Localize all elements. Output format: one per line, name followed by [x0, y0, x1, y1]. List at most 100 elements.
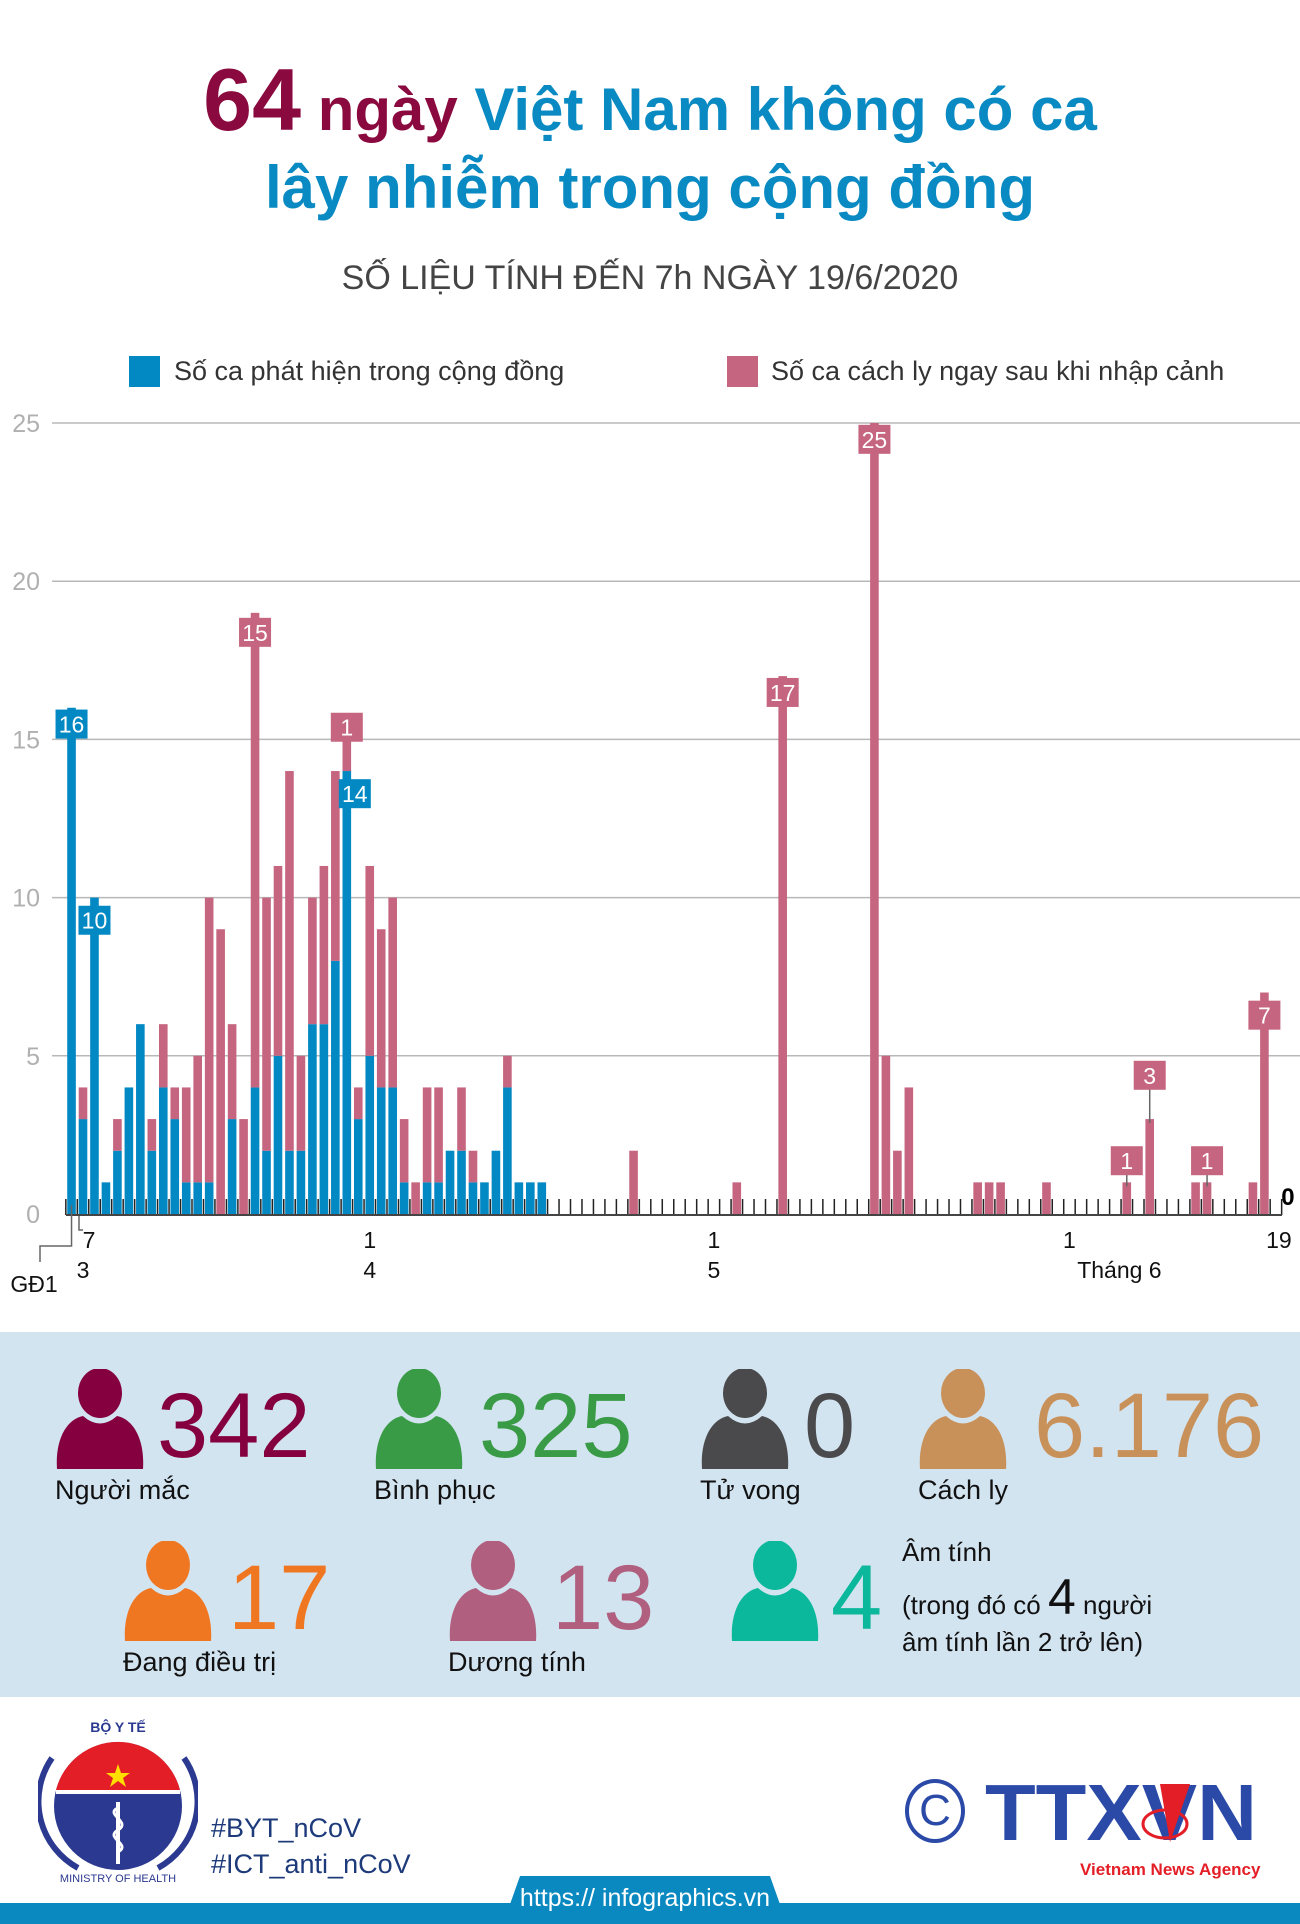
bar-community-15/4: [526, 1182, 535, 1214]
annotation-box: [1133, 1060, 1166, 1090]
annotation-box: [1110, 1146, 1143, 1176]
bar-quarantine-18/5: [904, 1087, 914, 1214]
stat-value-deaths: 0: [804, 1375, 856, 1477]
bar-quarantine-25/3: [285, 771, 294, 1151]
bar-quarantine-13/3: [147, 1119, 157, 1151]
negative-line2-post: người: [1083, 1590, 1153, 1620]
bar-community-31/3: [353, 1119, 363, 1214]
y-tick-label: 10: [12, 885, 40, 913]
stat-label-deaths: Tử vong: [700, 1475, 801, 1505]
title-day-count: 64: [203, 50, 302, 149]
person-icon-quarantined: [918, 1368, 1008, 1473]
annotation-label: 0: [1281, 1184, 1294, 1211]
ministry-of-health-logo: BỘ Y TẾ MINISTRY OF HEALTH: [38, 1718, 198, 1883]
bar-community-6/4: [422, 1182, 432, 1214]
svg-text:MINISTRY OF HEALTH: MINISTRY OF HEALTH: [60, 1873, 176, 1883]
bar-quarantine-3/5: [732, 1182, 742, 1214]
bar-community-27/3: [308, 1024, 317, 1214]
bar-community-9/4: [457, 1150, 466, 1214]
person-icon-deaths: [700, 1368, 790, 1473]
bar-community-9/3: [101, 1182, 111, 1214]
bar-quarantine-13/4: [503, 1055, 512, 1088]
bar-quarantine-6/4: [422, 1087, 432, 1183]
bar-community-11/4: [480, 1182, 489, 1214]
annotation-box: [330, 712, 363, 742]
negative-line2: (trong đó có 4 người: [902, 1570, 1152, 1624]
annotation-label: 3: [1143, 1063, 1156, 1089]
bar-community-2/4: [376, 1087, 386, 1214]
y-tick-label: 20: [12, 568, 40, 596]
bar-quarantine-10/4: [468, 1150, 478, 1183]
annotation-box: [858, 424, 891, 454]
bar-community-11/3: [124, 1087, 134, 1214]
bar-community-17/3: [193, 1182, 202, 1214]
bar-community-30/3: [342, 771, 352, 1214]
stat-value-negative: 4: [831, 1547, 883, 1649]
y-tick-label: 0: [26, 1201, 40, 1229]
bar-community-28/3: [319, 1024, 329, 1214]
annotation-label: 17: [770, 680, 796, 706]
stat-value-treating: 17: [228, 1547, 331, 1649]
bar-quarantine-9/4: [457, 1087, 466, 1151]
bar-community-12/4: [491, 1150, 501, 1214]
bar-quarantine-18/6: [1260, 992, 1269, 1214]
bar-quarantine-27/3: [308, 897, 317, 1025]
bar-quarantine-17/3: [193, 1055, 202, 1183]
x-tick-label-month: Tháng 6: [1077, 1257, 1161, 1283]
bar-quarantine-7/4: [434, 1087, 443, 1183]
stat-value-recovered: 325: [479, 1375, 633, 1477]
x-tick-label-day: 7: [83, 1227, 96, 1253]
bar-community-4/4: [399, 1182, 409, 1214]
bar-quarantine-24/4: [629, 1150, 638, 1214]
negative-line1: Âm tính: [902, 1537, 992, 1567]
stat-value-quarantined: 6.176: [1034, 1375, 1265, 1477]
bar-quarantine-6/6: [1122, 1182, 1132, 1214]
bar-quarantine-8/6: [1145, 1119, 1155, 1214]
title-rest: Việt Nam không có ca: [474, 76, 1097, 143]
bar-quarantine-24/3: [273, 865, 283, 1056]
bar-community-8/4: [445, 1150, 455, 1214]
page-title-line1: 64 ngày Việt Nam không có ca: [0, 52, 1300, 148]
bar-community-14/4: [514, 1182, 524, 1214]
bar-quarantine-3/4: [388, 897, 397, 1088]
bar-community-12/3: [136, 1024, 145, 1214]
x-tick-label-day: 1: [707, 1227, 720, 1253]
annotation-box: [55, 709, 88, 739]
website-link[interactable]: https:// infographics.vn: [519, 1884, 771, 1912]
bar-quarantine-16/5: [881, 1055, 891, 1214]
annotation-label: 15: [242, 620, 268, 646]
bar-community-18/3: [204, 1182, 214, 1214]
stat-label-treating: Đang điều trị: [123, 1647, 277, 1677]
bar-quarantine-25/5: [984, 1182, 994, 1214]
copyright-icon: C: [905, 1779, 965, 1843]
person-icon-negative: [730, 1540, 820, 1645]
bar-community-10/3: [113, 1150, 122, 1214]
bar-community-29/3: [331, 960, 340, 1214]
bar-community-16/3: [181, 1182, 191, 1214]
x7-bracket: [78, 1216, 83, 1231]
bar-community-22/3: [250, 1087, 260, 1214]
x-tick-label-day: GĐ1: [10, 1271, 57, 1297]
x-tick-label-month: 3: [77, 1257, 90, 1283]
legend-label-quarantine: Số ca cách ly ngay sau khi nhập cảnh: [771, 356, 1225, 386]
y-tick-label: 5: [26, 1043, 40, 1071]
bar-community-15/3: [170, 1119, 180, 1214]
annotation-label: 25: [862, 427, 888, 453]
annotation-label: 10: [82, 908, 108, 934]
bar-quarantine-31/3: [353, 1087, 363, 1120]
bar-quarantine-26/5: [996, 1182, 1005, 1214]
page-title-line2: lây nhiễm trong cộng đồng: [265, 154, 1035, 221]
bar-community-16/4: [537, 1182, 547, 1214]
stat-label-recovered: Bình phục: [374, 1475, 496, 1505]
annotation-box: [78, 905, 111, 935]
annotation-box: [338, 779, 371, 809]
bar-community-14/3: [158, 1087, 168, 1214]
svg-text:BỘ Y TẾ: BỘ Y TẾ: [90, 1718, 146, 1735]
gd1-bracket: [39, 1205, 73, 1262]
x-tick-label-day: 1: [363, 1227, 376, 1253]
annotation-label: 7: [1258, 1003, 1271, 1029]
bar-quarantine-4/4: [399, 1119, 409, 1183]
annotation-box: [1248, 1000, 1281, 1030]
bar-community-8/3: [90, 897, 99, 1214]
bar-quarantine-14/3: [158, 1024, 168, 1088]
